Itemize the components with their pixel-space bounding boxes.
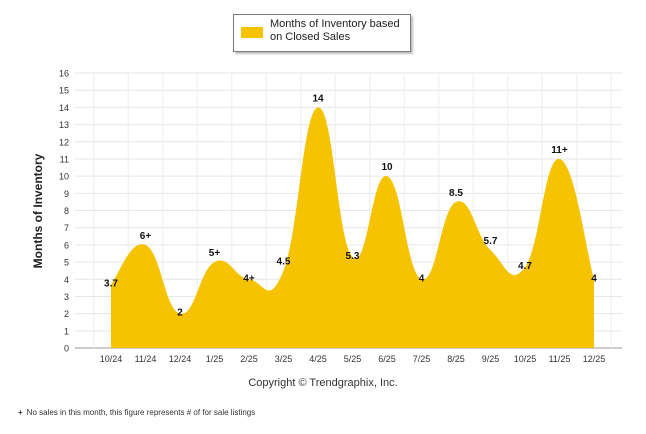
x-tick-label: 1/25 <box>206 354 224 364</box>
x-tick-label: 12/24 <box>169 354 192 364</box>
footnote-text: No sales in this month, this figure repr… <box>26 408 256 417</box>
data-labels: 3.7 6+ 2 5+ 4+ 4.5 14 5.3 10 4 8.5 5.7 4.7 11+ 4 <box>104 93 597 318</box>
x-tick-label: 11/25 <box>549 354 571 364</box>
data-label: 5.3 <box>346 251 360 262</box>
y-tick-label: 14 <box>59 103 69 113</box>
data-label: 5.7 <box>484 236 498 247</box>
y-tick-label: 2 <box>64 309 69 319</box>
data-label: 4.5 <box>277 257 291 268</box>
y-tick-label: 1 <box>64 326 69 336</box>
y-tick-label: 13 <box>59 120 69 130</box>
y-tick-label: 16 <box>59 69 69 79</box>
y-tick-label: 3 <box>64 292 69 302</box>
area-fill <box>111 107 594 348</box>
data-label: 11+ <box>551 145 568 156</box>
area-series <box>111 107 594 348</box>
y-tick-label: 8 <box>64 206 69 216</box>
data-label: 6+ <box>140 231 152 242</box>
copyright-text: Copyright © Trendgraphix, Inc. <box>248 377 398 389</box>
x-axis: 10/24 11/24 12/24 1/25 2/25 3/25 4/25 5/25 6/25 7… <box>100 354 606 364</box>
x-tick-label: 10/24 <box>100 354 123 364</box>
y-tick-label: 15 <box>59 86 69 96</box>
x-tick-label: 8/25 <box>447 354 465 364</box>
x-tick-label: 2/25 <box>240 354 258 364</box>
legend-swatch <box>241 27 263 38</box>
data-label: 14 <box>312 93 324 104</box>
data-label: 2 <box>177 308 183 319</box>
x-tick-label: 12/25 <box>583 354 606 364</box>
y-tick-label: 5 <box>64 258 69 268</box>
data-label: 4 <box>419 273 425 284</box>
x-tick-label: 4/25 <box>309 354 327 364</box>
data-label: 4+ <box>243 273 255 284</box>
y-tick-label: 9 <box>64 189 69 199</box>
legend-label: Months of Inventory based on Closed Sale… <box>270 18 400 43</box>
x-tick-label: 11/24 <box>135 354 157 364</box>
x-tick-label: 7/25 <box>413 354 431 364</box>
data-label: 4.7 <box>518 261 532 272</box>
x-tick-label: 3/25 <box>275 354 293 364</box>
legend: Months of Inventory based on Closed Sale… <box>233 14 411 52</box>
y-tick-label: 0 <box>64 344 69 354</box>
y-tick-label: 12 <box>59 137 69 147</box>
data-label: 8.5 <box>449 188 463 199</box>
data-label: 10 <box>381 162 393 173</box>
x-tick-label: 10/25 <box>514 354 537 364</box>
y-tick-label: 4 <box>64 275 69 285</box>
x-tick-label: 9/25 <box>482 354 500 364</box>
data-label: 3.7 <box>104 278 118 289</box>
y-axis-title: Months of Inventory <box>31 153 45 268</box>
data-label: 4 <box>591 273 597 284</box>
footnote: + No sales in this month, this figure rep… <box>18 408 255 417</box>
data-label: 5+ <box>209 248 221 259</box>
y-tick-label: 7 <box>64 223 69 233</box>
y-tick-label: 6 <box>64 240 69 250</box>
x-tick-label: 5/25 <box>344 354 362 364</box>
y-tick-label: 11 <box>60 154 69 164</box>
y-tick-label: 10 <box>59 172 69 182</box>
x-tick-label: 6/25 <box>378 354 396 364</box>
footnote-mark: + <box>18 408 23 417</box>
